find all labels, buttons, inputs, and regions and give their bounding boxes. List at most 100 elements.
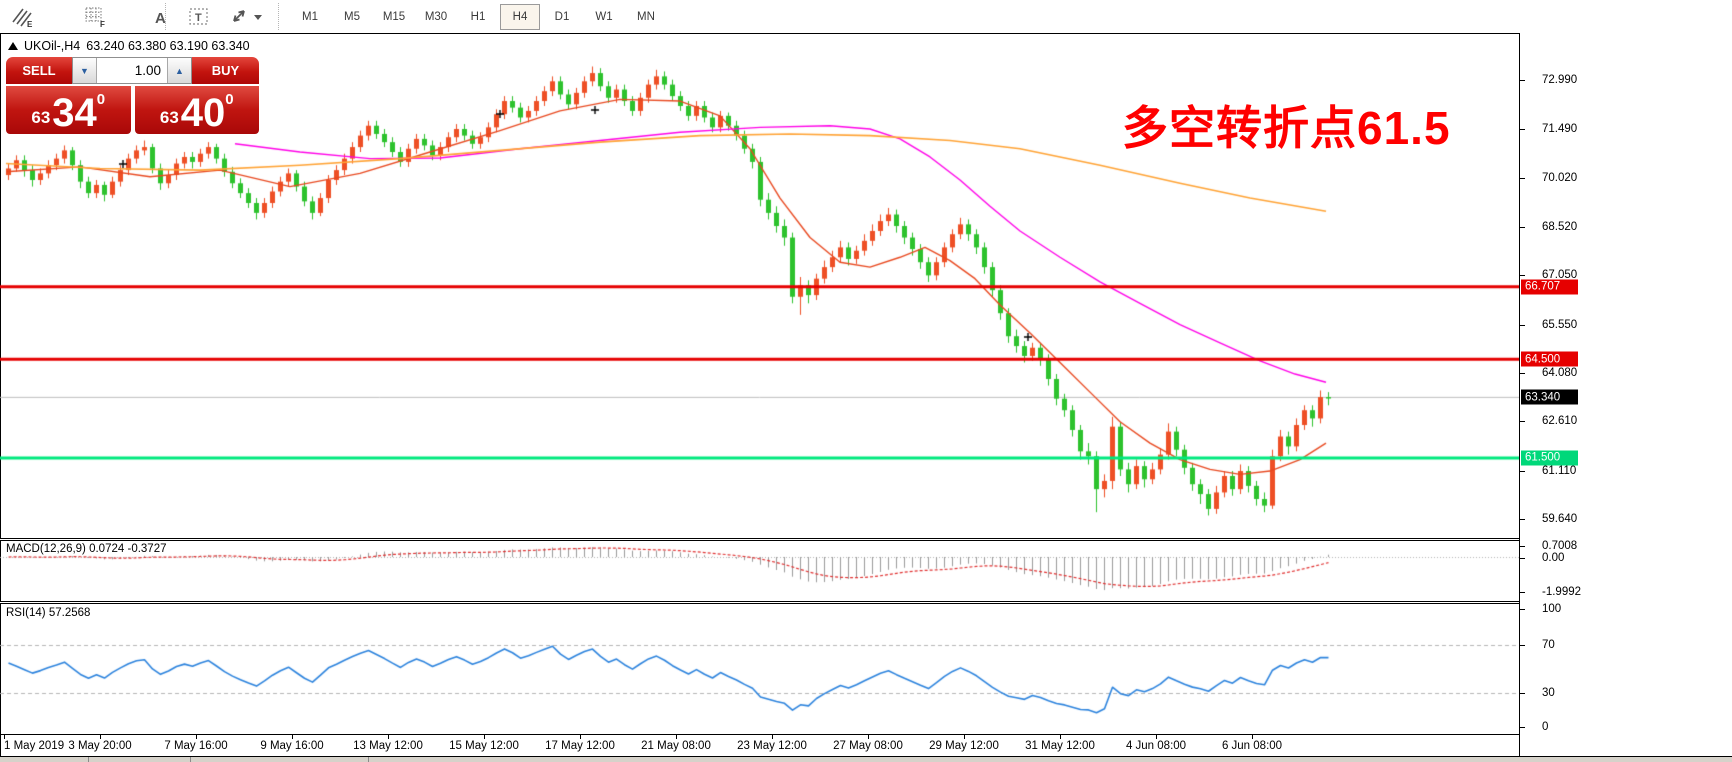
time-tick-label: 4 Jun 08:00 (1125, 740, 1187, 752)
price-tick-mark (1520, 177, 1525, 179)
time-tick-mark (580, 735, 581, 739)
price-level-tag: 61.500 (1521, 450, 1578, 466)
timeframe-group: M1 M5 M15 M30 H1 H4 D1 W1 MN (290, 4, 666, 30)
price-tick-label: 71.490 (1542, 123, 1578, 136)
time-tick-mark (196, 735, 197, 739)
timeframe-button-m1[interactable]: M1 (302, 11, 318, 23)
text-box-t-icon[interactable]: T (182, 4, 216, 29)
macd-label: MACD(12,26,9) 0.0724 -0.3727 (6, 543, 167, 555)
time-tick-mark (484, 735, 485, 739)
bottom-border (0, 756, 1732, 757)
chart-tab-strip (0, 757, 1732, 762)
time-tick-label: 6 Jun 08:00 (1221, 740, 1283, 752)
price-axis[interactable]: 72.990 71.490 70.020 68.520 67.050 65.550 64.0… (1519, 33, 1732, 756)
time-tick-mark (772, 735, 773, 739)
timeframe-button-m15[interactable]: M15 (382, 11, 406, 23)
rsi-tick-mark (1520, 693, 1525, 694)
price-tick-label: 62.610 (1542, 415, 1578, 428)
rsi-tick-label: 30 (1542, 687, 1555, 699)
macd-tick-mark (1520, 558, 1525, 559)
price-tick-label: 65.550 (1542, 318, 1578, 331)
sell-button[interactable]: SELL (6, 57, 72, 84)
rsi-tick-label: 0 (1542, 721, 1549, 733)
time-tick-label: 15 May 12:00 (449, 740, 519, 752)
tab-strip-notch (88, 757, 89, 762)
volume-increase-button[interactable]: ▲ (167, 58, 191, 83)
tab-strip-notch (368, 757, 369, 762)
timeframe-button-d1[interactable]: D1 (554, 11, 570, 23)
svg-text:F: F (100, 20, 105, 29)
cursor-arrows-icon[interactable] (224, 4, 268, 29)
time-axis[interactable]: 1 May 2019 3 May 20:00 7 May 16:00 9 May 16… (0, 735, 1519, 756)
time-tick-mark (964, 735, 965, 739)
time-tick-mark (868, 735, 869, 739)
rsi-tick-mark (1520, 609, 1525, 610)
time-tick-label: 27 May 08:00 (833, 740, 903, 752)
time-tick-label: 21 May 08:00 (641, 740, 711, 752)
grid-f-icon[interactable]: F (78, 4, 112, 29)
rsi-label: RSI(14) 57.2568 (6, 607, 91, 619)
one-click-trading-panel: SELL ▼ ▲ BUY 63 34 0 63 40 0 (6, 57, 259, 134)
time-tick-label: 9 May 16:00 (260, 740, 324, 752)
svg-text:T: T (195, 12, 202, 24)
panel-separator[interactable] (0, 601, 1519, 604)
sell-price-tile[interactable]: 63 34 0 (6, 86, 131, 134)
timeframe-button-m5[interactable]: M5 (344, 11, 360, 23)
price-tick-mark (1520, 324, 1525, 326)
symbol-label: UKOil-,H4 (24, 39, 81, 53)
price-tick-mark (1520, 129, 1525, 131)
price-tick-label: 59.640 (1542, 513, 1578, 526)
text-a-icon[interactable]: A (144, 4, 178, 29)
rsi-bottom-border (0, 734, 1519, 735)
volume-decrease-button[interactable]: ▼ (73, 58, 97, 83)
sell-price-sup: 0 (96, 91, 106, 108)
timeframe-button-w1[interactable]: W1 (595, 11, 613, 23)
price-tick-mark (1520, 80, 1525, 81)
price-tick-mark (1520, 421, 1525, 423)
collapse-triangle-icon[interactable] (8, 42, 18, 50)
svg-text:E: E (27, 20, 33, 29)
timeframe-button-h4[interactable]: H4 (500, 4, 540, 30)
sell-price-big: 34 (52, 91, 97, 136)
time-tick-label: 13 May 12:00 (353, 740, 423, 752)
buy-button[interactable]: BUY (192, 57, 259, 84)
price-tick-label: 70.020 (1542, 171, 1578, 184)
buy-price-prefix: 63 (159, 108, 179, 127)
time-tick-mark (1156, 735, 1157, 739)
tab-strip-notch (190, 757, 191, 762)
time-tick-mark (292, 735, 293, 739)
volume-input[interactable] (97, 58, 167, 83)
rsi-tick-label: 100 (1542, 603, 1562, 615)
rsi-indicator-canvas[interactable] (0, 604, 1519, 734)
timeframe-button-m30[interactable]: M30 (424, 11, 448, 23)
macd-tick-mark (1520, 592, 1525, 593)
rsi-tick-mark (1520, 645, 1525, 646)
macd-tick-label: -1.9992 (1542, 586, 1582, 598)
price-level-tag: 63.340 (1521, 389, 1578, 405)
rsi-tick-mark (1520, 727, 1525, 728)
timeframe-button-mn[interactable]: MN (637, 11, 655, 23)
toolbar-separator (165, 3, 166, 30)
panel-separator[interactable] (0, 538, 1519, 541)
macd-tick-label: 0.00 (1542, 552, 1565, 564)
time-tick-mark (4, 735, 5, 739)
time-tick-mark (676, 735, 677, 739)
timeframe-button-h1[interactable]: H1 (470, 11, 486, 23)
time-tick-mark (1252, 735, 1253, 739)
price-tick-mark (1520, 275, 1525, 277)
volume-widget: ▼ ▲ (72, 57, 192, 84)
price-level-tag: 64.500 (1521, 351, 1578, 367)
time-tick-mark (1060, 735, 1061, 739)
top-toolbar: E F A T M1 M5 M15 M30 H1 H4 D1 W1 MN (0, 0, 1732, 33)
price-tick-label: 72.990 (1542, 74, 1578, 86)
buy-price-tile[interactable]: 63 40 0 (134, 86, 259, 134)
macd-indicator-canvas[interactable] (0, 541, 1519, 601)
price-tick-label: 64.080 (1542, 367, 1578, 380)
time-tick-label: 7 May 16:00 (164, 740, 228, 752)
chart-lines-e-icon[interactable]: E (6, 4, 40, 29)
price-level-tag: 66.707 (1521, 279, 1578, 295)
price-tick-mark (1520, 227, 1525, 229)
time-tick-label: 31 May 12:00 (1025, 740, 1095, 752)
time-tick-mark (388, 735, 389, 739)
